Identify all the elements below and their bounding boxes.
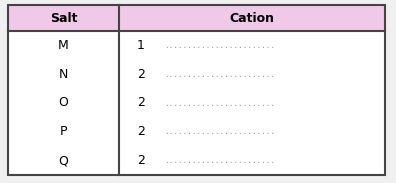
Text: 2: 2 (137, 68, 145, 81)
Text: M: M (58, 39, 69, 52)
Text: N: N (59, 68, 68, 81)
Text: Cation: Cation (230, 12, 274, 25)
Text: ........................: ........................ (164, 41, 275, 50)
Bar (8, 31, 385, 175)
Text: 2: 2 (137, 96, 145, 109)
Text: ........................: ........................ (164, 98, 275, 107)
Text: 1: 1 (137, 39, 145, 52)
Text: Q: Q (59, 154, 69, 167)
Text: P: P (60, 125, 67, 138)
Text: O: O (59, 96, 69, 109)
Text: ........................: ........................ (164, 156, 275, 165)
Bar (8, 5, 385, 31)
Text: ........................: ........................ (164, 127, 275, 136)
Text: Salt: Salt (50, 12, 77, 25)
Text: 2: 2 (137, 154, 145, 167)
Text: 2: 2 (137, 125, 145, 138)
Text: ........................: ........................ (164, 70, 275, 79)
